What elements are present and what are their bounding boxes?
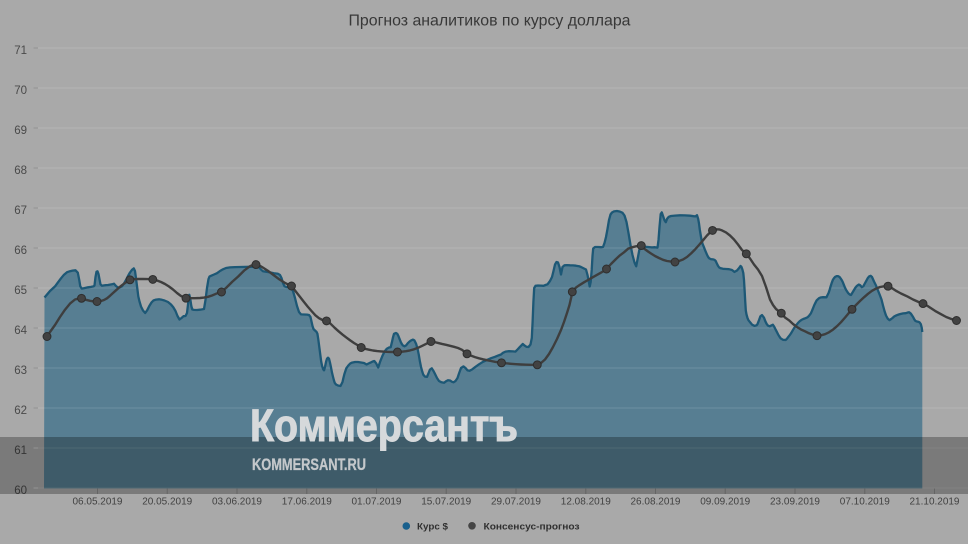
svg-text:20.05.2019: 20.05.2019 bbox=[142, 495, 192, 507]
svg-text:KOMMERSANT.RU: KOMMERSANT.RU bbox=[252, 455, 366, 474]
svg-text:17.06.2019: 17.06.2019 bbox=[282, 495, 332, 507]
svg-text:26.08.2019: 26.08.2019 bbox=[631, 495, 681, 507]
svg-text:70: 70 bbox=[14, 85, 27, 97]
svg-text:06.05.2019: 06.05.2019 bbox=[73, 495, 123, 507]
svg-text:60: 60 bbox=[14, 485, 27, 497]
svg-text:Курс $: Курс $ bbox=[417, 522, 448, 532]
svg-text:15.07.2019: 15.07.2019 bbox=[421, 495, 471, 507]
svg-text:66: 66 bbox=[14, 245, 27, 257]
svg-text:68: 68 bbox=[14, 165, 27, 177]
svg-text:67: 67 bbox=[14, 205, 27, 217]
svg-text:63: 63 bbox=[14, 365, 27, 377]
svg-text:71: 71 bbox=[14, 45, 27, 57]
svg-text:Прогноз аналитиков по курсу до: Прогноз аналитиков по курсу доллара bbox=[349, 13, 631, 30]
svg-text:21.10.2019: 21.10.2019 bbox=[910, 495, 960, 507]
svg-text:65: 65 bbox=[14, 285, 27, 297]
svg-text:29.07.2019: 29.07.2019 bbox=[491, 495, 541, 507]
svg-text:09.09.2019: 09.09.2019 bbox=[700, 495, 750, 507]
svg-text:07.10.2019: 07.10.2019 bbox=[840, 495, 890, 507]
svg-text:Консенсус-прогноз: Консенсус-прогноз bbox=[484, 522, 580, 532]
svg-text:03.06.2019: 03.06.2019 bbox=[212, 495, 262, 507]
svg-text:12.08.2019: 12.08.2019 bbox=[561, 495, 611, 507]
svg-text:62: 62 bbox=[14, 405, 27, 417]
svg-text:01.07.2019: 01.07.2019 bbox=[352, 495, 402, 507]
svg-text:Коммерсантъ: Коммерсантъ bbox=[250, 400, 518, 451]
svg-text:61: 61 bbox=[14, 445, 27, 457]
svg-text:64: 64 bbox=[14, 325, 27, 337]
svg-text:23.09.2019: 23.09.2019 bbox=[770, 495, 820, 507]
svg-text:69: 69 bbox=[14, 125, 27, 137]
